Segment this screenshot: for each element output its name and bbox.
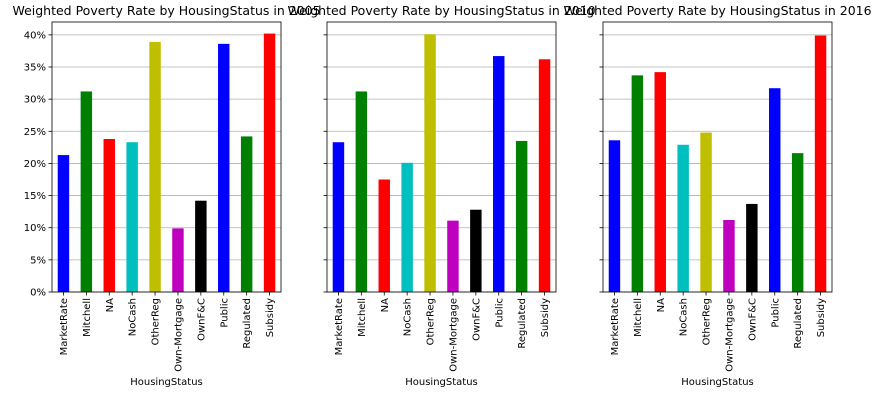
x-axis-label: HousingStatus [405,377,478,388]
x-tick-label: Public [770,298,781,328]
x-tick-label: MarketRate [59,298,70,355]
bar [791,153,804,292]
x-tick-label: OwnF&C [471,298,482,341]
x-tick-label: Mitchell [633,298,644,337]
bar [126,142,138,292]
x-tick-label: NA [656,298,667,312]
bar [263,33,276,292]
y-tick-label: 5% [30,255,46,266]
chart-title: Weighted Poverty Rate by HousingStatus i… [287,3,595,18]
chart-title: Weighted Poverty Rate by HousingStatus i… [563,3,871,18]
x-tick-label: Regulated [517,298,528,349]
bar [700,132,712,292]
x-tick-label: Public [494,298,505,328]
x-tick-label: OwnF&C [196,298,207,341]
bar [149,41,161,292]
x-tick-label: Subsidy [265,298,276,337]
x-tick-label: NoCash [128,298,139,336]
y-tick-label: 25% [24,127,46,138]
x-tick-label: OtherReg [426,298,437,345]
bar [677,144,689,292]
bar [80,91,93,292]
bar [515,140,528,292]
axes-frame [602,21,833,293]
bar [654,72,666,293]
bar [608,140,621,292]
bar [401,162,413,292]
x-tick-label: Subsidy [816,298,827,337]
bar [218,43,230,292]
bar [378,179,390,292]
bar [355,91,368,292]
bar [447,220,459,292]
y-tick-label: 40% [24,30,46,41]
bar [103,139,115,292]
x-tick-label: Regulated [242,298,253,349]
chart-panel: Weighted Poverty Rate by HousingStatus i… [12,3,320,388]
y-tick-label: 0% [30,288,46,299]
axes-frame [326,21,557,293]
bar [746,203,758,292]
axes-frame [51,21,282,293]
x-tick-label: OtherReg [151,298,162,345]
y-tick-label: 15% [24,191,46,202]
x-axis-label: HousingStatus [681,377,754,388]
bar [493,56,505,293]
bar [172,228,184,292]
chart-panel: Weighted Poverty Rate by HousingStatus i… [563,3,871,388]
x-tick-label: Subsidy [540,298,551,337]
bar [769,88,781,292]
bar [631,75,644,292]
y-tick-label: 10% [24,223,46,234]
x-tick-label: NA [105,298,116,312]
x-tick-label: OtherReg [702,298,713,345]
chart-panel: Weighted Poverty Rate by HousingStatus i… [287,3,595,388]
x-tick-label: Mitchell [82,298,93,337]
bar [470,209,482,292]
x-tick-label: Mitchell [357,298,368,337]
y-tick-label: 30% [24,95,46,106]
x-tick-label: NoCash [403,298,414,336]
x-tick-label: MarketRate [334,298,345,355]
x-tick-label: Own-Mortgage [173,298,184,372]
bar [538,59,551,293]
x-tick-label: NoCash [679,298,690,336]
x-tick-label: Public [219,298,230,328]
bar [240,136,253,292]
y-tick-label: 20% [24,159,46,170]
x-tick-label: Regulated [793,298,804,349]
bar [723,220,735,292]
bar [57,155,70,292]
bar [332,142,345,292]
x-tick-label: Own-Mortgage [724,298,735,372]
bar [814,35,827,292]
x-tick-label: MarketRate [610,298,621,355]
x-axis-label: HousingStatus [130,377,203,388]
bar [424,34,436,292]
bar [195,200,207,292]
x-tick-label: NA [380,298,391,312]
chart-title: Weighted Poverty Rate by HousingStatus i… [12,3,320,18]
x-tick-label: Own-Mortgage [448,298,459,372]
y-tick-label: 35% [24,63,46,74]
x-tick-label: OwnF&C [747,298,758,341]
